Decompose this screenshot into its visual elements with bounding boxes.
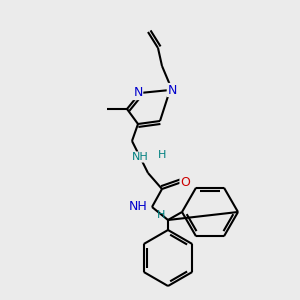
Text: N: N [133,86,143,100]
Text: NH: NH [132,152,148,162]
Text: NH: NH [128,200,147,214]
Text: N: N [167,83,177,97]
Text: O: O [180,176,190,188]
Text: H: H [158,150,166,160]
Text: H: H [157,210,165,220]
